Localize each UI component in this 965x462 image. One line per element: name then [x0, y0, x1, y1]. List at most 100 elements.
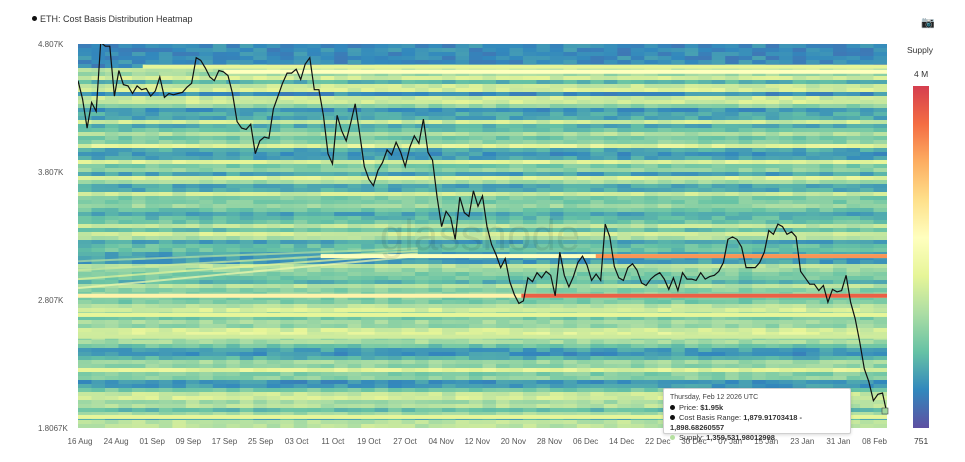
- heatmap-cell: [212, 72, 227, 77]
- heatmap-cell: [91, 196, 106, 201]
- heatmap-cell: [779, 212, 794, 217]
- heatmap-cell: [509, 180, 524, 185]
- heatmap-cell: [469, 280, 484, 285]
- heatmap-cell: [91, 356, 106, 361]
- heatmap-cell: [455, 288, 470, 293]
- heatmap-cell: [118, 304, 133, 309]
- heatmap-cell: [873, 256, 887, 261]
- heatmap-cell: [226, 80, 241, 85]
- heatmap-cell: [104, 232, 120, 237]
- heatmap-cell: [185, 348, 200, 353]
- heatmap-cell: [630, 368, 645, 373]
- heatmap-cell: [698, 48, 713, 53]
- heatmap-cell: [172, 140, 187, 145]
- heatmap-cell: [131, 64, 147, 69]
- heatmap-cell: [860, 180, 875, 185]
- heatmap-cell: [158, 128, 173, 133]
- heatmap-cell: [806, 92, 821, 97]
- heatmap-cell: [590, 324, 605, 329]
- heatmap-cell: [455, 344, 470, 349]
- heatmap-cell: [158, 212, 173, 217]
- heatmap-cell: [334, 84, 349, 89]
- heatmap-cell: [576, 144, 591, 149]
- heatmap-cell: [725, 244, 740, 249]
- heatmap-cell: [576, 176, 591, 181]
- heatmap-cell: [280, 352, 295, 357]
- heatmap-cell: [752, 140, 767, 145]
- heatmap-cell: [644, 120, 659, 125]
- heatmap-cell: [644, 128, 659, 133]
- heatmap-cell: [145, 236, 160, 241]
- heatmap-cell: [509, 128, 524, 133]
- heatmap-cell: [78, 220, 93, 225]
- heatmap-cell: [320, 56, 335, 61]
- heatmap-cell: [644, 256, 659, 261]
- heatmap-cell: [590, 112, 605, 117]
- heatmap-cell: [833, 232, 848, 237]
- heatmap-cell: [118, 92, 133, 97]
- heatmap-cell: [725, 104, 740, 109]
- heatmap-cell: [145, 124, 160, 129]
- heatmap-cell: [671, 364, 686, 369]
- heatmap-cell: [617, 328, 632, 333]
- heatmap-cell: [415, 204, 430, 209]
- heatmap-cell: [630, 172, 645, 177]
- heatmap-cell: [765, 280, 780, 285]
- heatmap-cell: [792, 180, 807, 185]
- heatmap-cell: [131, 364, 147, 369]
- camera-icon[interactable]: 📷: [921, 17, 935, 29]
- heatmap-cell: [657, 324, 672, 329]
- heatmap-cell: [644, 144, 659, 149]
- heatmap-cell: [590, 264, 605, 269]
- heatmap-cell: [199, 324, 214, 329]
- heatmap-cell: [819, 220, 834, 225]
- heatmap-cell: [873, 280, 887, 285]
- heatmap-cell: [806, 192, 821, 197]
- heatmap-cell: [779, 248, 794, 253]
- heatmap-cell: [212, 76, 227, 81]
- heatmap-cell: [266, 348, 281, 353]
- heatmap-cell: [185, 176, 200, 181]
- heatmap-cell: [779, 256, 794, 261]
- heatmap-cell: [307, 152, 322, 157]
- heatmap-cell: [684, 364, 699, 369]
- heatmap-cell: [212, 108, 227, 113]
- heatmap-cell: [779, 192, 794, 197]
- heatmap-cell: [428, 248, 443, 253]
- heatmap-cell: [509, 224, 524, 229]
- heatmap-cell: [657, 372, 672, 377]
- heatmap-cell: [239, 124, 254, 129]
- heatmap-cell: [873, 164, 887, 169]
- heatmap-cell: [617, 316, 632, 321]
- heatmap-cell: [482, 144, 497, 149]
- heatmap-cell: [792, 116, 807, 121]
- heatmap-cell: [711, 328, 726, 333]
- heatmap-cell: [91, 308, 106, 313]
- heatmap-cell: [185, 60, 200, 65]
- heatmap-cell: [118, 324, 133, 329]
- heatmap-cell: [860, 184, 875, 189]
- heatmap-cell: [374, 280, 389, 285]
- heatmap-cell: [644, 332, 659, 337]
- heatmap-cell: [819, 52, 834, 57]
- heatmap-cell: [860, 248, 875, 253]
- heatmap-cell: [684, 368, 699, 373]
- heatmap-cell: [644, 364, 659, 369]
- heatmap-cell: [172, 200, 187, 205]
- heatmap-cell: [684, 352, 699, 357]
- heatmap-cell: [873, 196, 887, 201]
- heatmap-cell: [401, 56, 416, 61]
- heatmap-cell: [266, 76, 281, 81]
- heatmap-cell: [131, 220, 147, 225]
- heatmap-cell: [442, 296, 457, 301]
- heatmap-cell: [711, 372, 726, 377]
- heatmap-cell: [266, 84, 281, 89]
- heatmap-cell: [630, 92, 645, 97]
- heatmap-cell: [657, 356, 672, 361]
- heatmap-cell: [738, 344, 753, 349]
- heatmap-cell: [185, 104, 200, 109]
- heatmap-cell: [469, 264, 484, 269]
- heatmap-cell: [752, 288, 767, 293]
- heatmap-cell: [428, 296, 443, 301]
- heatmap-cell: [428, 188, 443, 193]
